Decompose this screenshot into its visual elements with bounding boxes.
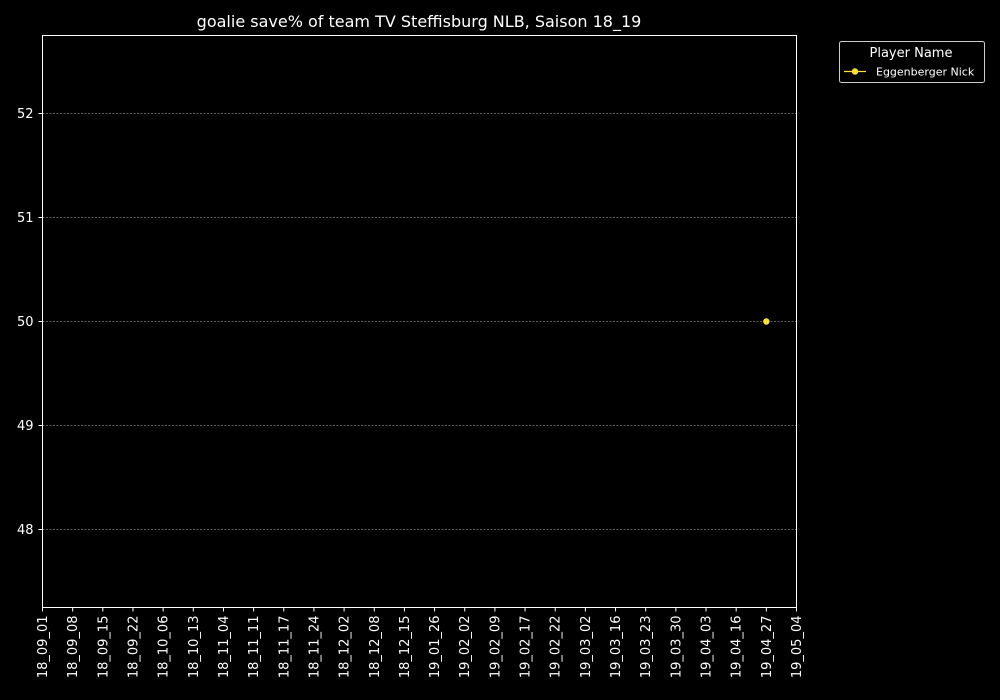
x-tick-label: 19_04_27 <box>760 616 775 679</box>
x-tick-label: 18_10_13 <box>187 616 202 679</box>
y-tick-label: 51 <box>17 211 34 226</box>
legend-title: Player Name <box>870 46 953 61</box>
x-tick-label: 18_09_08 <box>66 616 81 679</box>
legend-point-marker <box>851 68 859 75</box>
grid-lines <box>42 113 797 530</box>
x-tick-label: 18_11_04 <box>217 616 232 679</box>
x-tick-label: 18_12_15 <box>398 616 413 679</box>
legend-box <box>839 41 985 83</box>
x-tick-label: 19_03_30 <box>669 616 684 679</box>
x-tick-label: 19_03_02 <box>579 616 594 679</box>
y-tick-label: 49 <box>17 419 34 434</box>
x-tick-label: 19_02_17 <box>519 616 534 679</box>
x-tick-label: 18_11_11 <box>247 616 262 679</box>
data-point <box>763 318 770 325</box>
series-layer <box>763 318 770 325</box>
x-tick-label: 19_02_02 <box>458 616 473 679</box>
x-tick-label: 18_11_24 <box>307 616 322 679</box>
legend-label-series-0: Eggenberger Nick <box>876 66 975 79</box>
x-tick-label: 19_02_22 <box>549 616 564 679</box>
x-tick-label: 18_09_01 <box>36 616 51 679</box>
x-axis-ticks: 18_09_01 18_09_08 18_09_15 18_09_22 18_10_06… <box>36 607 805 679</box>
x-tick-label: 19_01_26 <box>428 616 443 679</box>
x-tick-label: 18_12_08 <box>368 616 383 679</box>
x-tick-label: 18_09_22 <box>126 616 141 679</box>
x-tick-label: 19_02_09 <box>488 616 503 679</box>
x-tick-label: 18_12_02 <box>338 616 353 679</box>
plot-area-frame <box>42 35 797 608</box>
y-axis-ticks: 48 49 50 51 52 <box>17 107 43 538</box>
x-tick-label: 18_11_17 <box>277 616 292 679</box>
legend: Player Name Eggenberger Nick <box>839 41 985 83</box>
y-tick-label: 48 <box>17 523 34 538</box>
x-tick-label: 19_03_23 <box>639 616 654 679</box>
x-tick-label: 19_05_04 <box>790 616 805 679</box>
y-tick-label: 50 <box>17 315 34 330</box>
chart-title: goalie save% of team TV Steffisburg NLB,… <box>197 12 642 32</box>
x-tick-label: 18_10_06 <box>157 616 172 679</box>
x-tick-label: 19_04_03 <box>700 616 715 679</box>
y-tick-label: 52 <box>17 107 34 122</box>
x-tick-label: 19_03_16 <box>609 616 624 679</box>
x-tick-label: 19_04_16 <box>730 616 745 679</box>
x-tick-label: 18_09_15 <box>96 616 111 679</box>
